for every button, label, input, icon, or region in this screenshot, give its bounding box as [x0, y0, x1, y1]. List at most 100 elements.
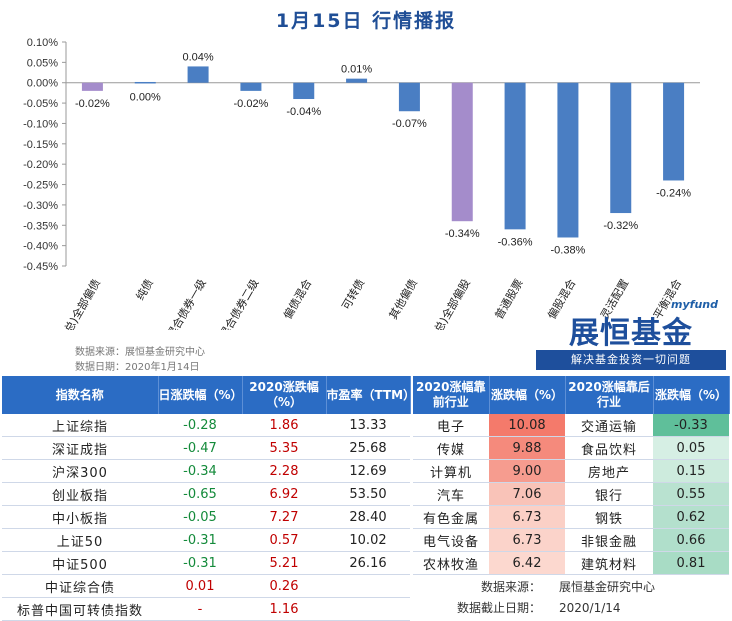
top-industry-name: 电气设备 — [413, 528, 489, 552]
x-tick-label: 普通股票 — [492, 277, 526, 322]
top-industry-name: 计算机 — [413, 459, 489, 483]
index-name: 标普中国可转债指数 — [2, 597, 158, 621]
index-day-change: -0.47 — [158, 436, 242, 460]
bar — [187, 66, 209, 83]
index-pe: 12.69 — [326, 459, 410, 483]
y-tick-label: -0.05% — [23, 98, 58, 110]
index-day-change: -0.65 — [158, 482, 242, 506]
table-row: 电气设备 6.73 非银金融 0.66 — [413, 528, 729, 552]
x-tick-label: 纯债 — [133, 277, 156, 303]
header-bottom-change: 涨跌幅（%） — [653, 376, 730, 414]
bar-value-label: -0.32% — [603, 220, 638, 232]
table-row: 传媒 9.88 食品饮料 0.05 — [413, 436, 729, 460]
top-industry-name: 汽车 — [413, 482, 489, 506]
bar-value-label: -0.02% — [75, 98, 110, 110]
table-row: 汽车 7.06 银行 0.55 — [413, 482, 729, 506]
top-industry-change: 9.00 — [489, 459, 565, 483]
index-table-body: 上证综指 -0.28 1.86 13.33 深证成指 -0.47 5.35 25.68 沪深30… — [2, 414, 410, 621]
bottom-industry-change: 0.05 — [653, 436, 729, 460]
index-pe: 53.50 — [326, 482, 410, 506]
index-day-change: -0.31 — [158, 551, 242, 575]
index-day-change: -0.28 — [158, 414, 242, 437]
index-day-change: 0.01 — [158, 574, 242, 598]
y-tick-label: -0.15% — [23, 139, 58, 151]
footer-source-value: 展恒基金研究中心 — [559, 580, 656, 594]
bar-value-label: -0.38% — [550, 244, 585, 256]
logo-slogan: 解决基金投资一切问题 — [536, 350, 726, 370]
bar — [557, 82, 579, 238]
table-row: 有色金属 6.73 钢铁 0.62 — [413, 505, 729, 529]
table-row: 中证综合债 0.01 0.26 — [2, 574, 410, 598]
chart-source-note: 数据来源：展恒基金研究中心 — [75, 347, 205, 358]
index-ytd-change: 0.57 — [242, 528, 326, 552]
footer-source-key: 数据来源： — [480, 580, 541, 594]
bar-value-label: -0.02% — [233, 98, 268, 110]
index-ytd-change: 7.27 — [242, 505, 326, 529]
bottom-industry-change: 0.15 — [653, 459, 729, 483]
index-name: 上证综指 — [2, 414, 158, 437]
header-pe: 市盈率（TTM） — [326, 376, 415, 414]
index-name: 深证成指 — [2, 436, 158, 460]
header-day-change: 日涨跌幅（%） — [158, 376, 243, 414]
bar-chart: 0.10% 0.05% 0.00% -0.05% -0.10% -0.15% -0.20% -… — [23, 37, 700, 331]
header-top-change: 涨跌幅（%） — [489, 376, 566, 414]
bar-value-label: -0.07% — [392, 118, 427, 130]
logo-small-text: myfund — [671, 298, 718, 311]
bottom-industry-change: 0.62 — [653, 505, 729, 529]
brand-logo: myfund 展恒基金 解决基金投资一切问题 — [536, 298, 726, 374]
x-tick-label: 偏债混合 — [280, 277, 314, 322]
chart-date-note: 数据日期：2020年1月14日 — [75, 362, 200, 373]
table-row: 计算机 9.00 房地产 0.15 — [413, 459, 729, 483]
bar-value-label: -0.36% — [498, 236, 533, 248]
bottom-industry-change: 0.81 — [653, 551, 729, 575]
top-industry-name: 农林牧渔 — [413, 551, 489, 575]
index-day-change: -0.34 — [158, 459, 242, 483]
bottom-industry-name: 建筑材料 — [565, 551, 653, 575]
bottom-industry-name: 银行 — [565, 482, 653, 506]
index-name: 沪深300 — [2, 459, 158, 483]
y-tick-label: -0.35% — [23, 220, 58, 232]
bar — [663, 82, 685, 181]
index-day-change: - — [158, 597, 242, 621]
index-pe — [326, 574, 410, 598]
index-name: 上证50 — [2, 528, 158, 552]
bar — [293, 82, 315, 100]
y-tick-label: 0.10% — [27, 37, 58, 49]
index-day-change: -0.31 — [158, 528, 242, 552]
bar — [504, 82, 526, 230]
top-industry-change: 9.88 — [489, 436, 565, 460]
bottom-industry-name: 钢铁 — [565, 505, 653, 529]
bottom-industry-name: 食品饮料 — [565, 436, 653, 460]
index-table-header: 指数名称 日涨跌幅（%） 2020涨跌幅（%） 市盈率（TTM） — [2, 376, 415, 414]
bottom-industry-name: 房地产 — [565, 459, 653, 483]
header-ytd-change: 2020涨跌幅（%） — [242, 376, 327, 414]
index-day-change: -0.05 — [158, 505, 242, 529]
top-industry-change: 6.42 — [489, 551, 565, 575]
index-pe: 13.33 — [326, 414, 410, 437]
top-industry-name: 有色金属 — [413, 505, 489, 529]
index-ytd-change: 6.92 — [242, 482, 326, 506]
index-pe: 26.16 — [326, 551, 410, 575]
table-row: 上证50 -0.31 0.57 10.02 — [2, 528, 410, 552]
index-pe: 28.40 — [326, 505, 410, 529]
bar-value-label: 0.01% — [341, 64, 372, 76]
table-row: 中证500 -0.31 5.21 26.16 — [2, 551, 410, 575]
footer-date-key: 数据截止日期： — [456, 601, 541, 615]
bar — [240, 82, 262, 91]
top-industry-change: 10.08 — [489, 414, 565, 437]
industry-table-header: 2020涨幅靠前行业 涨跌幅（%） 2020涨幅靠后行业 涨跌幅（%） — [413, 376, 730, 414]
x-tick-label: (总)全部偏债 — [59, 277, 103, 331]
index-table: 指数名称 日涨跌幅（%） 2020涨跌幅（%） 市盈率（TTM） 上证综指 -0.… — [2, 376, 415, 621]
bottom-industry-change: -0.33 — [653, 414, 729, 437]
industry-table-footer: 数据来源： 展恒基金研究中心 数据截止日期： 2020/1/14 — [413, 577, 729, 619]
index-name: 创业板指 — [2, 482, 158, 506]
index-pe — [326, 597, 410, 621]
table-row: 电子 10.08 交通运输 -0.33 — [413, 414, 729, 437]
index-ytd-change: 1.86 — [242, 414, 326, 437]
top-industry-change: 6.73 — [489, 528, 565, 552]
bar — [451, 82, 473, 222]
bar — [81, 82, 103, 91]
bar — [398, 82, 420, 112]
index-ytd-change: 0.26 — [242, 574, 326, 598]
table-row: 深证成指 -0.47 5.35 25.68 — [2, 436, 410, 460]
